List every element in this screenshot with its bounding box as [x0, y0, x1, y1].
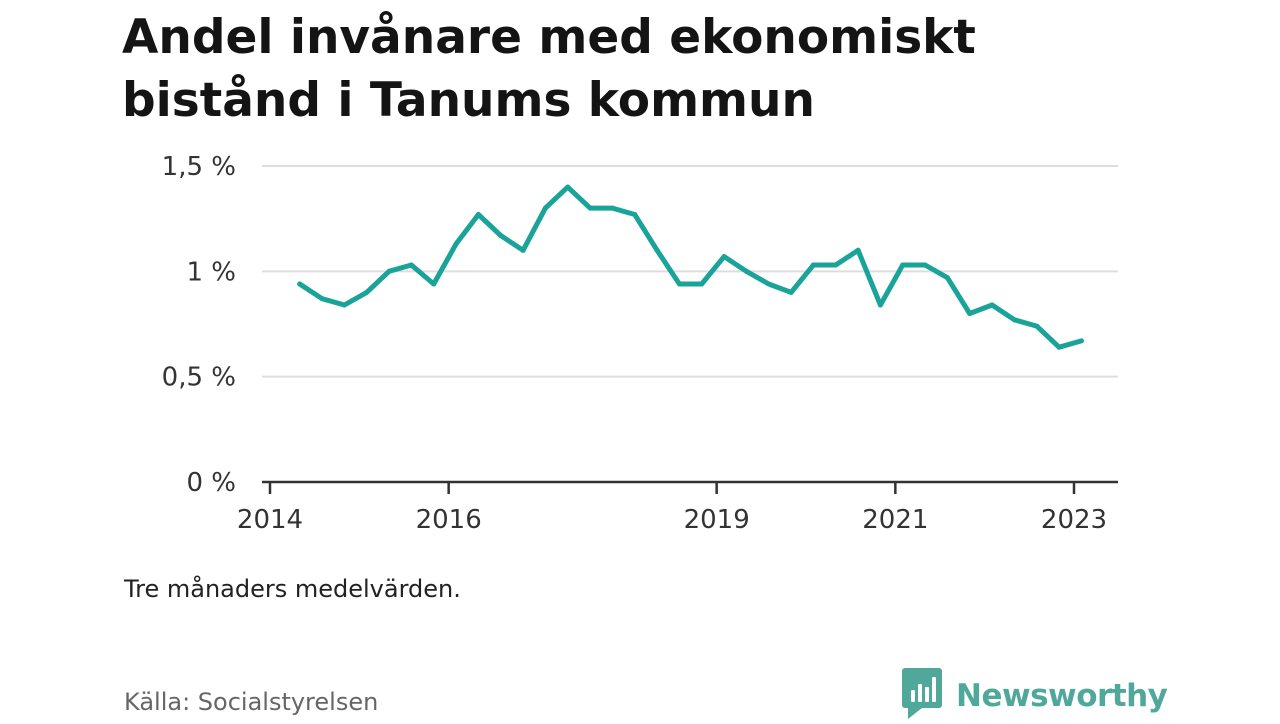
data-point: [788, 289, 794, 295]
x-axis: 2014 2016 2019 2021 2023: [237, 480, 1118, 535]
brand-logo[interactable]: Newsworthy: [902, 668, 1168, 724]
series-layer: [297, 184, 1084, 350]
data-point: [498, 233, 504, 238]
data-point: [900, 262, 906, 268]
data-point: [810, 262, 816, 268]
data-point: [967, 311, 973, 316]
data-point: [1011, 317, 1017, 323]
y-tick-label: 1,5 %: [162, 152, 236, 182]
data-point: [654, 247, 660, 253]
data-point: [453, 241, 459, 247]
data-point: [676, 281, 682, 287]
data-point: [944, 275, 950, 281]
data-point: [766, 281, 772, 287]
data-point: [475, 212, 481, 217]
brand-name: Newsworthy: [956, 678, 1168, 714]
chart-title: Andel invånare med ekonomiskt bistånd i …: [122, 10, 976, 128]
data-point: [877, 302, 883, 308]
data-point: [565, 184, 571, 190]
data-point: [632, 212, 638, 217]
data-point: [989, 302, 995, 308]
data-point: [297, 281, 303, 287]
x-tick-label: 2023: [1041, 505, 1107, 535]
data-point: [1034, 323, 1040, 329]
source-text: Källa: Socialstyrelsen: [124, 688, 379, 716]
series-line: [297, 184, 1084, 350]
x-tick-label: 2016: [416, 505, 482, 535]
data-point: [364, 289, 370, 295]
data-point: [721, 254, 727, 260]
data-point: [743, 268, 749, 274]
data-point: [341, 302, 347, 308]
x-tick-label: 2021: [862, 505, 928, 535]
data-point: [855, 247, 861, 253]
x-tick-label: 2014: [237, 505, 303, 535]
data-point: [587, 205, 593, 211]
chart-note: Tre månaders medelvärden.: [124, 575, 461, 603]
data-point: [386, 268, 392, 274]
data-point: [1078, 338, 1084, 344]
data-point: [833, 262, 839, 268]
data-point: [542, 205, 548, 211]
data-point: [408, 262, 414, 268]
data-point: [609, 205, 615, 211]
data-point: [922, 262, 928, 268]
y-tick-label: 0 %: [186, 468, 236, 498]
grid-lines: [262, 165, 1118, 378]
newsworthy-logo-icon: [902, 668, 942, 724]
y-tick-label: 0,5 %: [162, 363, 236, 393]
data-point: [520, 247, 526, 253]
data-point: [319, 296, 325, 302]
data-point: [431, 281, 437, 287]
data-point: [699, 281, 705, 287]
y-tick-label: 1 %: [186, 257, 236, 287]
y-axis-ticks: 0 % 0,5 % 1 % 1,5 %: [162, 152, 236, 498]
data-point: [1056, 344, 1062, 350]
x-tick-label: 2019: [684, 505, 750, 535]
